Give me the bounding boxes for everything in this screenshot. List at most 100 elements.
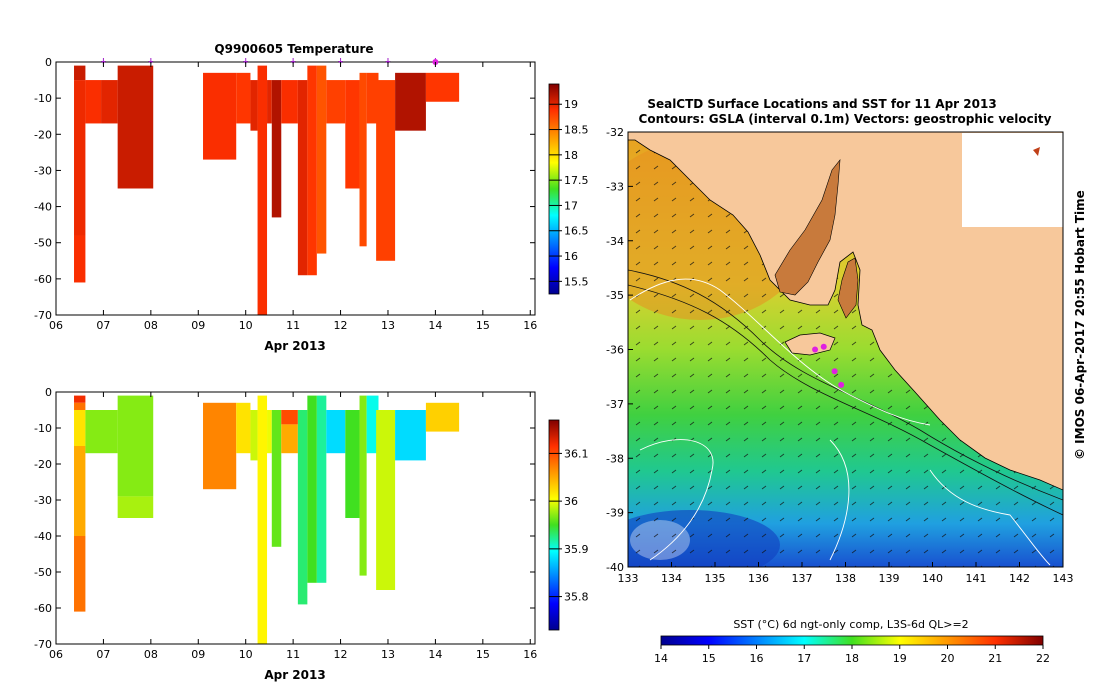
temperature-x-axis: 06 07 08 09 10 11 12 13 14 15 16 (49, 62, 537, 332)
sst-colorbar-label: SST (°C) 6d ngt-only comp, L3S-6d QL>=2 (733, 618, 968, 631)
colorbar-tick-label: 16 (564, 250, 578, 263)
sst-colorbar (660, 635, 1044, 646)
map-y-tick-label: -32 (606, 126, 624, 139)
profile-cell (74, 80, 86, 236)
profile-cell (117, 65, 154, 189)
map-y-tick-label: -38 (606, 452, 624, 465)
profile-cell (359, 395, 367, 576)
profile-cell (316, 395, 327, 583)
salinity-plot-frame (55, 391, 536, 645)
map-x-tick-label: 141 (966, 572, 987, 585)
map-y-tick-label: -37 (606, 398, 624, 411)
profile-cell (425, 72, 460, 102)
y-tick-label: -60 (34, 602, 52, 615)
x-tick-label: 08 (144, 319, 158, 332)
map-x-tick-label: 137 (792, 572, 813, 585)
sst-map-area (628, 132, 1063, 567)
profile-cell (74, 65, 86, 81)
profile-cell (345, 80, 360, 189)
x-tick-label: 11 (286, 648, 300, 661)
map-x-tick-label: 135 (705, 572, 726, 585)
x-tick-label: 10 (239, 648, 253, 661)
map-y-axis: -32 -33 -34 -35 -36 -37 -38 -39 -40 (606, 126, 633, 574)
profile-cell (326, 410, 346, 454)
x-tick-label: 14 (428, 648, 442, 661)
profile-cell (250, 410, 258, 461)
gsla-contour (639, 439, 714, 561)
salinity-colorbar (548, 419, 560, 631)
x-tick-label: 08 (144, 648, 158, 661)
map-subtitle: Contours: GSLA (interval 0.1m) Vectors: … (639, 112, 1052, 126)
colorbar-tick-label: 18 (564, 149, 578, 162)
profile-cell (395, 72, 426, 131)
sst-colorbar-tick-label: 18 (845, 652, 859, 665)
map-title: SealCTD Surface Locations and SST for 11… (647, 97, 996, 111)
x-tick-label: 06 (49, 648, 63, 661)
seal-position (820, 343, 827, 350)
y-tick-label: -50 (34, 566, 52, 579)
profile-cell (281, 410, 298, 425)
gsla-contour (629, 278, 931, 426)
colorbar-tick-label: 35.9 (564, 543, 589, 556)
y-tick-label: -70 (34, 309, 52, 322)
profile-cell (117, 395, 154, 497)
profile-cell (74, 235, 86, 283)
map-x-tick-label: 140 (922, 572, 943, 585)
spencer-gulf (774, 159, 841, 296)
y-tick-label: -10 (34, 92, 52, 105)
colorbar-tick-label: 17 (564, 199, 578, 212)
profile-cell (271, 410, 282, 547)
y-tick-label: -70 (34, 638, 52, 651)
map-y-tick-label: -39 (606, 507, 624, 520)
map-x-tick-label: 142 (1009, 572, 1030, 585)
map-y-tick-label: -36 (606, 344, 624, 357)
profile-cell (74, 536, 86, 612)
profile-cell (250, 80, 258, 131)
x-tick-label: 07 (96, 319, 110, 332)
temperature-plot-frame (55, 61, 536, 316)
imos-side-label: © IMOS 06-Apr-2017 20:55 Hobart Time (1073, 190, 1087, 460)
y-tick-label: -30 (34, 494, 52, 507)
profile-cell (236, 402, 251, 454)
temperature-colorbar-ticks: 15.5 16 16.5 17 17.5 18 18.5 19 (549, 98, 589, 288)
x-tick-label: 15 (476, 319, 490, 332)
sst-colorbar-tick-label: 17 (797, 652, 811, 665)
sst-colorbar-tick-label: 21 (988, 652, 1002, 665)
map-y-tick-label: -35 (606, 289, 624, 302)
y-tick-label: 0 (45, 386, 52, 399)
x-tick-label: 16 (523, 648, 537, 661)
profile-cell (345, 410, 360, 518)
seal-positions (812, 343, 845, 388)
x-tick-label: 14 (428, 319, 442, 332)
y-tick-label: -20 (34, 458, 52, 471)
map-x-tick-label: 136 (748, 572, 769, 585)
map-y-tick-label: -33 (606, 180, 624, 193)
x-tick-label: 12 (334, 319, 348, 332)
profile-cell (307, 65, 317, 276)
y-tick-label: -40 (34, 530, 52, 543)
sst-colorbar-tick-label: 15 (702, 652, 716, 665)
map-x-tick-label: 139 (879, 572, 900, 585)
sst-colorbar-tick-label: 22 (1036, 652, 1050, 665)
salinity-x-axis: 06 07 08 09 10 11 12 13 14 15 16 (49, 392, 537, 661)
profile-cell (359, 72, 367, 247)
profile-cell (281, 424, 298, 454)
map-x-tick-label: 143 (1053, 572, 1074, 585)
profile-cell (203, 402, 237, 490)
colorbar-tick-label: 17.5 (564, 174, 589, 187)
x-tick-label: 09 (191, 648, 205, 661)
profile-cell (85, 410, 118, 454)
x-tick-label: 06 (49, 319, 63, 332)
profile-cell (74, 395, 86, 403)
australia-land (628, 132, 1063, 491)
x-tick-label: 13 (381, 319, 395, 332)
y-tick-label: -10 (34, 422, 52, 435)
profile-cell (267, 80, 272, 124)
colorbar-tick-label: 15.5 (564, 275, 589, 288)
no-data-region (962, 133, 1063, 227)
temperature-x-label: Apr 2013 (264, 339, 325, 353)
salinity-cells (74, 395, 460, 644)
profile-cell (316, 65, 327, 254)
colorbar-tick-label: 36 (564, 495, 578, 508)
profile-cell (281, 80, 298, 124)
